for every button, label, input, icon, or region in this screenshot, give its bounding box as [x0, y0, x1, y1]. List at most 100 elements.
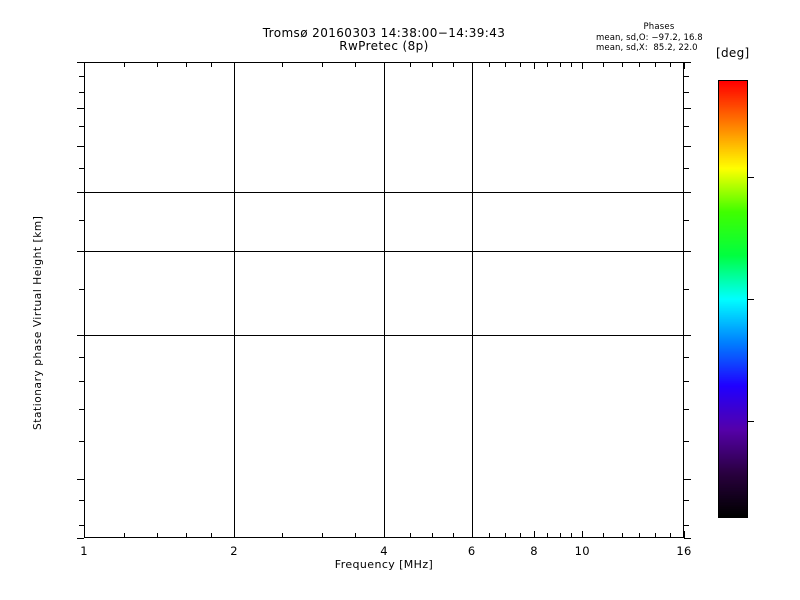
y-tick-minor [79, 76, 84, 78]
plot-title: Tromsø 20160303 14:38:00−14:39:43 RwPret… [84, 27, 684, 53]
x-tick-minor [211, 533, 213, 538]
x-tick-minor-top [547, 62, 549, 67]
x-tick-minor-top [355, 62, 357, 67]
x-tick-minor [156, 533, 158, 538]
y-tick-minor-right [684, 126, 689, 128]
y-tick-minor-right [684, 91, 689, 93]
x-tick-minor [655, 533, 657, 538]
y-tick-minor [79, 524, 84, 526]
plot-title-line2: RwPretec (8p) [339, 39, 429, 53]
x-tick-minor [670, 533, 671, 538]
x-tick-minor [432, 533, 434, 538]
x-tick-minor-top [123, 62, 125, 67]
x-tick-minor [409, 533, 411, 538]
colorbar-tick [748, 420, 754, 422]
x-tick-minor-top [409, 62, 411, 67]
y-tick-minor-right [684, 76, 689, 78]
x-tick-label: 16 [676, 544, 692, 558]
y-tick-major [77, 145, 84, 147]
x-tick-minor [559, 533, 561, 538]
y-tick-major [77, 538, 84, 539]
y-tick-minor-right [684, 409, 689, 410]
y-tick-major-right [684, 251, 691, 253]
y-tick-major-right [684, 335, 691, 337]
y-tick-minor [79, 219, 84, 221]
phase-stats-x-mode: mean, sd,X: 85.2, 22.0 [596, 43, 698, 53]
x-tick-minor-top [156, 62, 158, 67]
x-tick-minor [452, 533, 454, 538]
y-tick-major-right [684, 478, 691, 480]
x-tick-minor [520, 533, 521, 538]
phase-stats-box: Phases mean, sd,O: −97.2, 16.8 mean, sd,… [596, 22, 796, 54]
x-tick-minor-top [655, 62, 657, 67]
x-tick-minor-top [452, 62, 454, 67]
y-tick-minor [79, 357, 84, 358]
colorbar-ticks: 1000−100 [718, 80, 800, 518]
x-tick-major [384, 531, 385, 538]
y-tick-minor-right [684, 289, 689, 291]
y-tick-minor [79, 289, 84, 291]
colorbar-unit-label: [deg] [716, 46, 750, 60]
y-tick-minor [79, 126, 84, 128]
x-tick-minor [571, 533, 573, 538]
x-tick-label: 2 [230, 544, 238, 558]
x-tick-minor-top [670, 62, 671, 67]
x-tick-label: 8 [530, 544, 538, 558]
y-tick-minor [79, 409, 84, 410]
x-tick-minor [321, 533, 323, 538]
x-tick-major-top [582, 62, 584, 69]
x-tick-minor [123, 533, 125, 538]
phase-stats-o-mode: mean, sd,O: −97.2, 16.8 [596, 32, 703, 43]
y-tick-minor-right [684, 524, 689, 526]
x-tick-minor-top [559, 62, 561, 67]
y-tick-minor-right [684, 219, 689, 221]
x-tick-major-top [534, 62, 535, 69]
x-tick-major-top [684, 62, 685, 69]
x-tick-major-top [471, 62, 473, 69]
x-tick-major [582, 531, 584, 538]
x-tick-minor-top [211, 62, 213, 67]
y-tick-major [77, 335, 84, 337]
x-tick-major-top [234, 62, 235, 69]
x-tick-label: 4 [380, 544, 388, 558]
y-tick-minor-right [684, 167, 689, 169]
x-tick-major-top [84, 62, 85, 69]
x-tick-minor [621, 533, 623, 538]
y-tick-major [77, 191, 84, 193]
colorbar-gradient [718, 80, 748, 518]
x-tick-minor [602, 533, 604, 538]
plot-title-line1: Tromsø 20160303 14:38:00−14:39:43 [262, 26, 506, 40]
x-tick-minor-top [489, 62, 491, 67]
gridline-vertical [471, 62, 473, 538]
y-tick-major-right [684, 108, 691, 110]
y-tick-major-right [684, 62, 691, 63]
y-tick-major [77, 62, 84, 63]
y-tick-minor-right [684, 500, 689, 502]
x-tick-major-top [384, 62, 385, 69]
x-tick-major [534, 531, 535, 538]
x-tick-minor-top [185, 62, 187, 67]
colorbar [718, 80, 748, 518]
y-tick-minor-right [684, 381, 689, 383]
x-tick-minor-top [520, 62, 521, 67]
y-tick-minor [79, 381, 84, 383]
phase-stats-heading: Phases [643, 22, 675, 32]
x-axis-title: Frequency [MHz] [334, 558, 434, 571]
y-tick-minor-right [684, 357, 689, 358]
x-tick-major [234, 531, 235, 538]
y-tick-major-right [684, 145, 691, 147]
gridline-vertical [384, 62, 385, 538]
y-tick-minor [79, 500, 84, 502]
colorbar-tick [748, 177, 754, 179]
x-tick-minor-top [282, 62, 284, 67]
gridline-vertical [234, 62, 235, 538]
y-tick-major [77, 108, 84, 110]
x-tick-minor-top [621, 62, 623, 67]
y-tick-minor [79, 440, 84, 442]
x-tick-major [471, 531, 473, 538]
x-tick-minor-top [505, 62, 507, 67]
y-axis-title: Stationary phase Virtual Height [km] [32, 215, 44, 430]
x-tick-minor [185, 533, 187, 538]
x-tick-minor [547, 533, 549, 538]
